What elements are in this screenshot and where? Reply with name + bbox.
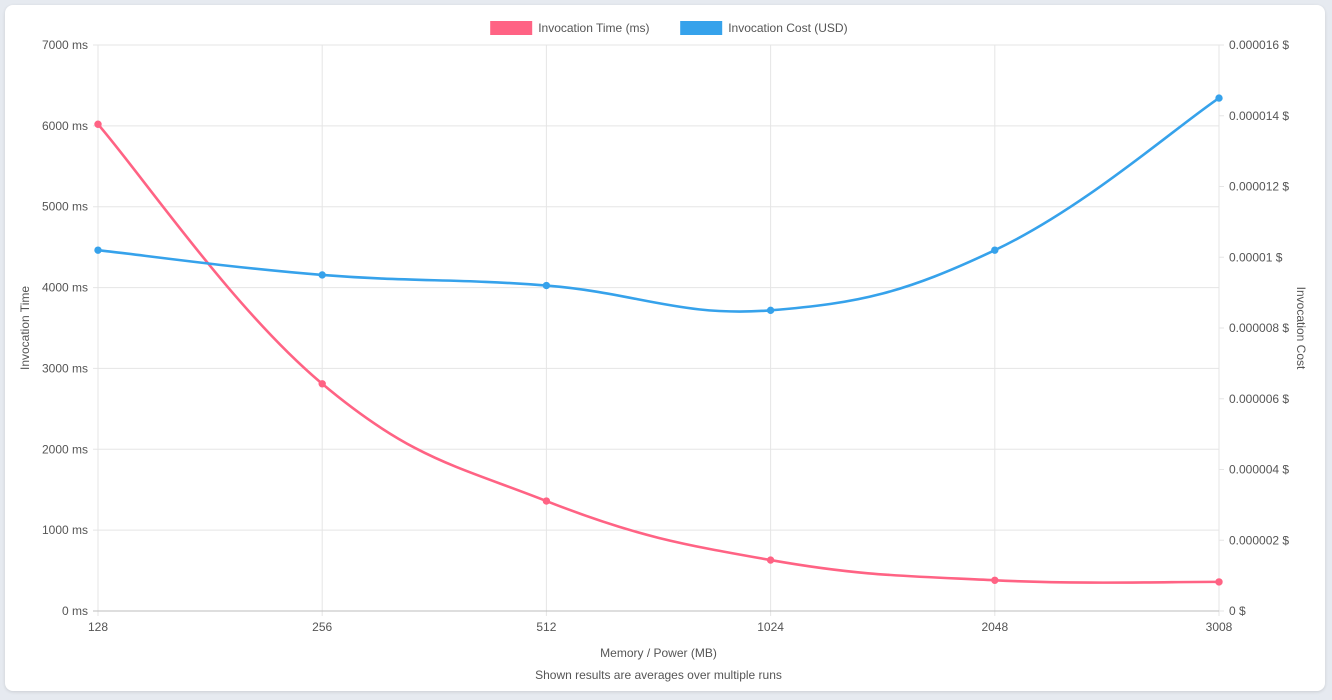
y-right-tick-label: 0.000006 $	[1229, 392, 1289, 406]
data-point[interactable]	[94, 120, 102, 128]
chart-footnote: Shown results are averages over multiple…	[535, 668, 782, 682]
x-tick-label: 1024	[757, 620, 784, 634]
y-right-axis-title: Invocation Cost	[1294, 287, 1308, 370]
chart-card: 128 256 512 1024 2048 3008 0 ms 1000 ms 2000 ms 3…	[5, 5, 1325, 691]
y-right-tick-label: 0.000016 $	[1229, 38, 1289, 52]
y-left-tick-label: 4000 ms	[42, 281, 88, 295]
y-left-tick-label: 0 ms	[62, 604, 88, 618]
y-right-tick-label: 0.000008 $	[1229, 321, 1289, 335]
y-left-tick-label: 5000 ms	[42, 200, 88, 214]
legend-item-1[interactable]: Invocation Cost (USD)	[680, 21, 848, 35]
y-right-tick-label: 0.000002 $	[1229, 533, 1289, 547]
y-left-tick-label: 6000 ms	[42, 119, 88, 133]
y-left-tick-label: 1000 ms	[42, 523, 88, 537]
data-point[interactable]	[318, 271, 326, 279]
x-tick-label: 128	[88, 620, 108, 634]
series-line-0	[97, 123, 1220, 584]
legend[interactable]: Invocation Time (ms) Invocation Cost (USD…	[490, 21, 848, 35]
y-left-tick-label: 2000 ms	[42, 442, 88, 456]
data-point[interactable]	[542, 281, 551, 290]
y-right-tick-label: 0.000014 $	[1229, 109, 1289, 123]
data-point[interactable]	[318, 380, 326, 388]
series-line-1	[97, 96, 1220, 313]
x-tick-label: 512	[536, 620, 556, 634]
legend-label: Invocation Cost (USD)	[728, 21, 847, 35]
axes: 128 256 512 1024 2048 3008 0 ms 1000 ms 2000 ms 3…	[42, 38, 1289, 634]
legend-item-0[interactable]: Invocation Time (ms)	[490, 21, 650, 35]
legend-swatch	[680, 21, 723, 35]
y-right-tick-label: 0.00001 $	[1229, 250, 1283, 264]
x-tick-label: 2048	[981, 620, 1008, 634]
grid	[93, 44, 1224, 616]
line-chart: 128 256 512 1024 2048 3008 0 ms 1000 ms 2000 ms 3…	[18, 21, 1308, 682]
data-point[interactable]	[766, 306, 775, 315]
y-right-tick-label: 0.000004 $	[1229, 463, 1289, 477]
y-right-tick-label: 0 $	[1229, 604, 1246, 618]
legend-label: Invocation Time (ms)	[538, 21, 649, 35]
data-point[interactable]	[991, 246, 999, 254]
y-left-tick-label: 7000 ms	[42, 38, 88, 52]
data-point[interactable]	[991, 576, 999, 584]
y-right-tick-label: 0.000012 $	[1229, 180, 1289, 194]
data-point[interactable]	[766, 556, 775, 564]
legend-swatch	[490, 21, 533, 35]
data-point[interactable]	[1215, 578, 1223, 586]
x-tick-label: 256	[312, 620, 332, 634]
y-left-axis-title: Invocation Time	[18, 286, 32, 370]
data-point[interactable]	[1215, 94, 1223, 102]
x-axis-title: Memory / Power (MB)	[600, 646, 717, 660]
data-point[interactable]	[94, 246, 102, 254]
x-tick-label: 3008	[1206, 620, 1233, 634]
series-layer	[94, 94, 1223, 586]
data-point[interactable]	[542, 497, 551, 505]
y-left-tick-label: 3000 ms	[42, 361, 88, 375]
